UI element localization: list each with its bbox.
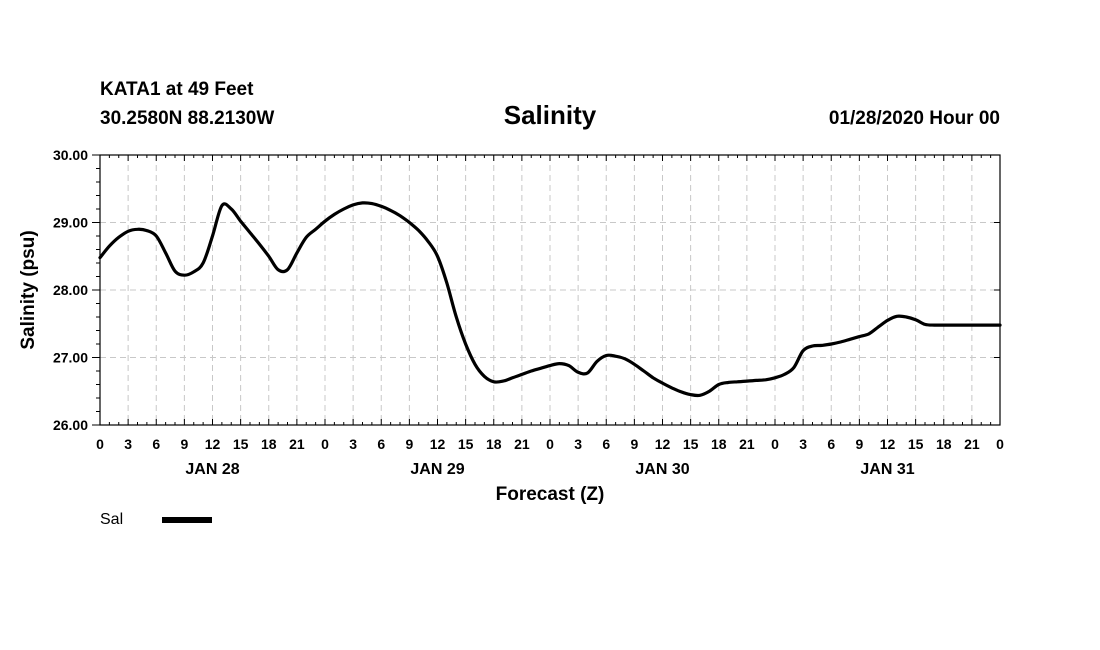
x-tick-label: 15: [683, 436, 699, 452]
x-tick-label: 9: [630, 436, 638, 452]
x-tick-label: 21: [964, 436, 980, 452]
x-tick-label: 12: [880, 436, 896, 452]
axis-ticks: [92, 154, 1001, 426]
y-axis-label: Salinity (psu): [18, 230, 39, 349]
legend-label: Sal: [100, 511, 123, 528]
x-tick-label: 12: [430, 436, 446, 452]
chart-title: Salinity: [504, 100, 597, 130]
x-tick-label: 15: [458, 436, 474, 452]
x-tick-label: 6: [377, 436, 385, 452]
x-tick-label: 12: [655, 436, 671, 452]
x-tick-label: 12: [205, 436, 221, 452]
day-label: JAN 30: [635, 461, 689, 478]
x-tick-label: 9: [405, 436, 413, 452]
y-tick-label: 26.00: [53, 417, 88, 433]
day-labels: JAN 28 JAN 29 JAN 30 JAN 31: [185, 461, 914, 478]
x-tick-label: 9: [180, 436, 188, 452]
y-tick-label: 29.00: [53, 215, 88, 231]
station-title: KATA1 at 49 Feet: [100, 79, 254, 100]
x-tick-label: 18: [261, 436, 277, 452]
x-tick-label: 3: [349, 436, 357, 452]
x-tick-label: 18: [936, 436, 952, 452]
x-tick-label: 3: [799, 436, 807, 452]
x-tick-label: 15: [908, 436, 924, 452]
x-tick-label: 21: [289, 436, 305, 452]
x-tick-label: 0: [996, 436, 1004, 452]
x-tick-label: 0: [96, 436, 104, 452]
y-tick-labels: 26.00 27.00 28.00 29.00 30.00: [53, 147, 88, 433]
x-tick-label: 9: [855, 436, 863, 452]
forecast-time: 01/28/2020 Hour 00: [829, 108, 1000, 129]
x-tick-label: 6: [827, 436, 835, 452]
x-tick-label: 18: [711, 436, 727, 452]
x-tick-label: 15: [233, 436, 249, 452]
day-label: JAN 29: [410, 461, 464, 478]
x-tick-label: 3: [574, 436, 582, 452]
y-tick-label: 28.00: [53, 282, 88, 298]
x-tick-labels: 0 3 6 9 12 15 18 21 0 3 6 9 12 15 18 21 0 3 6 9 12 15 18 21 0 3 6 9…: [96, 436, 1004, 452]
x-tick-label: 0: [771, 436, 779, 452]
x-tick-label: 18: [486, 436, 502, 452]
grid: [100, 155, 1000, 425]
x-tick-label: 21: [514, 436, 530, 452]
x-tick-label: 0: [321, 436, 329, 452]
day-label: JAN 28: [185, 461, 239, 478]
x-tick-label: 0: [546, 436, 554, 452]
station-location: 30.2580N 88.2130W: [100, 108, 274, 129]
x-axis-label: Forecast (Z): [496, 484, 605, 505]
y-tick-label: 27.00: [53, 350, 88, 366]
legend: Sal: [100, 511, 212, 528]
x-tick-label: 21: [739, 436, 755, 452]
series-line-sal: [98, 201, 1002, 398]
x-tick-label: 3: [124, 436, 132, 452]
x-tick-label: 6: [152, 436, 160, 452]
y-tick-label: 30.00: [53, 147, 88, 163]
day-label: JAN 31: [860, 461, 914, 478]
x-tick-label: 6: [602, 436, 610, 452]
